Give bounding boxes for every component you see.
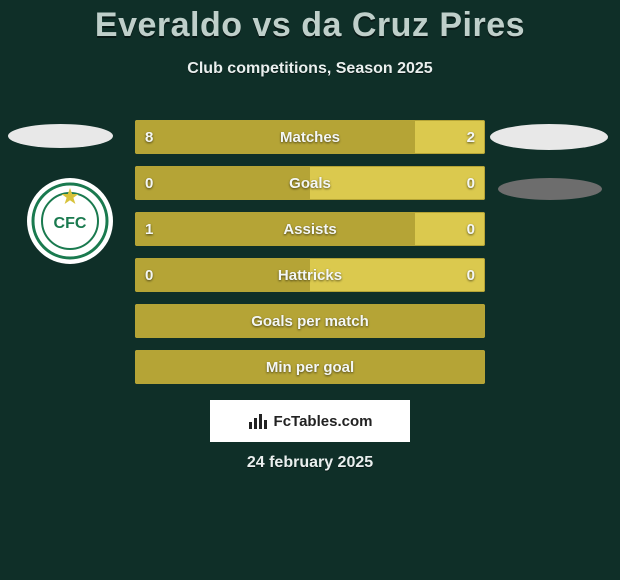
footer-brand: FcTables.com bbox=[210, 400, 410, 442]
stat-bar-right bbox=[415, 120, 485, 154]
stat-bar-left bbox=[135, 304, 485, 338]
stat-row: 10Assists bbox=[135, 212, 485, 246]
brand-bars-icon bbox=[248, 412, 270, 430]
page-subtitle: Club competitions, Season 2025 bbox=[0, 60, 620, 78]
stat-bar-right bbox=[310, 258, 485, 292]
page-date: 24 february 2025 bbox=[0, 454, 620, 472]
stat-bar-right bbox=[415, 212, 485, 246]
ellipse-top-left bbox=[8, 124, 113, 148]
stat-bar-left bbox=[135, 120, 415, 154]
page-title: Everaldo vs da Cruz Pires bbox=[0, 6, 620, 45]
club-crest-text: CFC bbox=[54, 215, 87, 232]
comparison-chart: 82Matches 00Goals 10Assists 00Hattricks Goal… bbox=[135, 120, 485, 396]
stat-bar-left bbox=[135, 166, 310, 200]
ellipse-top-right bbox=[490, 124, 608, 150]
ellipse-mid-right bbox=[498, 178, 602, 200]
stat-row: Min per goal bbox=[135, 350, 485, 384]
stat-bar-left bbox=[135, 258, 310, 292]
stat-row: Goals per match bbox=[135, 304, 485, 338]
stat-bar-left bbox=[135, 212, 415, 246]
stat-row: 82Matches bbox=[135, 120, 485, 154]
club-badge: CFC bbox=[27, 178, 113, 264]
stat-bar-right bbox=[310, 166, 485, 200]
footer-brand-text: FcTables.com bbox=[274, 413, 373, 430]
club-crest-icon: CFC bbox=[31, 182, 109, 260]
stat-row: 00Goals bbox=[135, 166, 485, 200]
stat-row: 00Hattricks bbox=[135, 258, 485, 292]
stat-bar-left bbox=[135, 350, 485, 384]
